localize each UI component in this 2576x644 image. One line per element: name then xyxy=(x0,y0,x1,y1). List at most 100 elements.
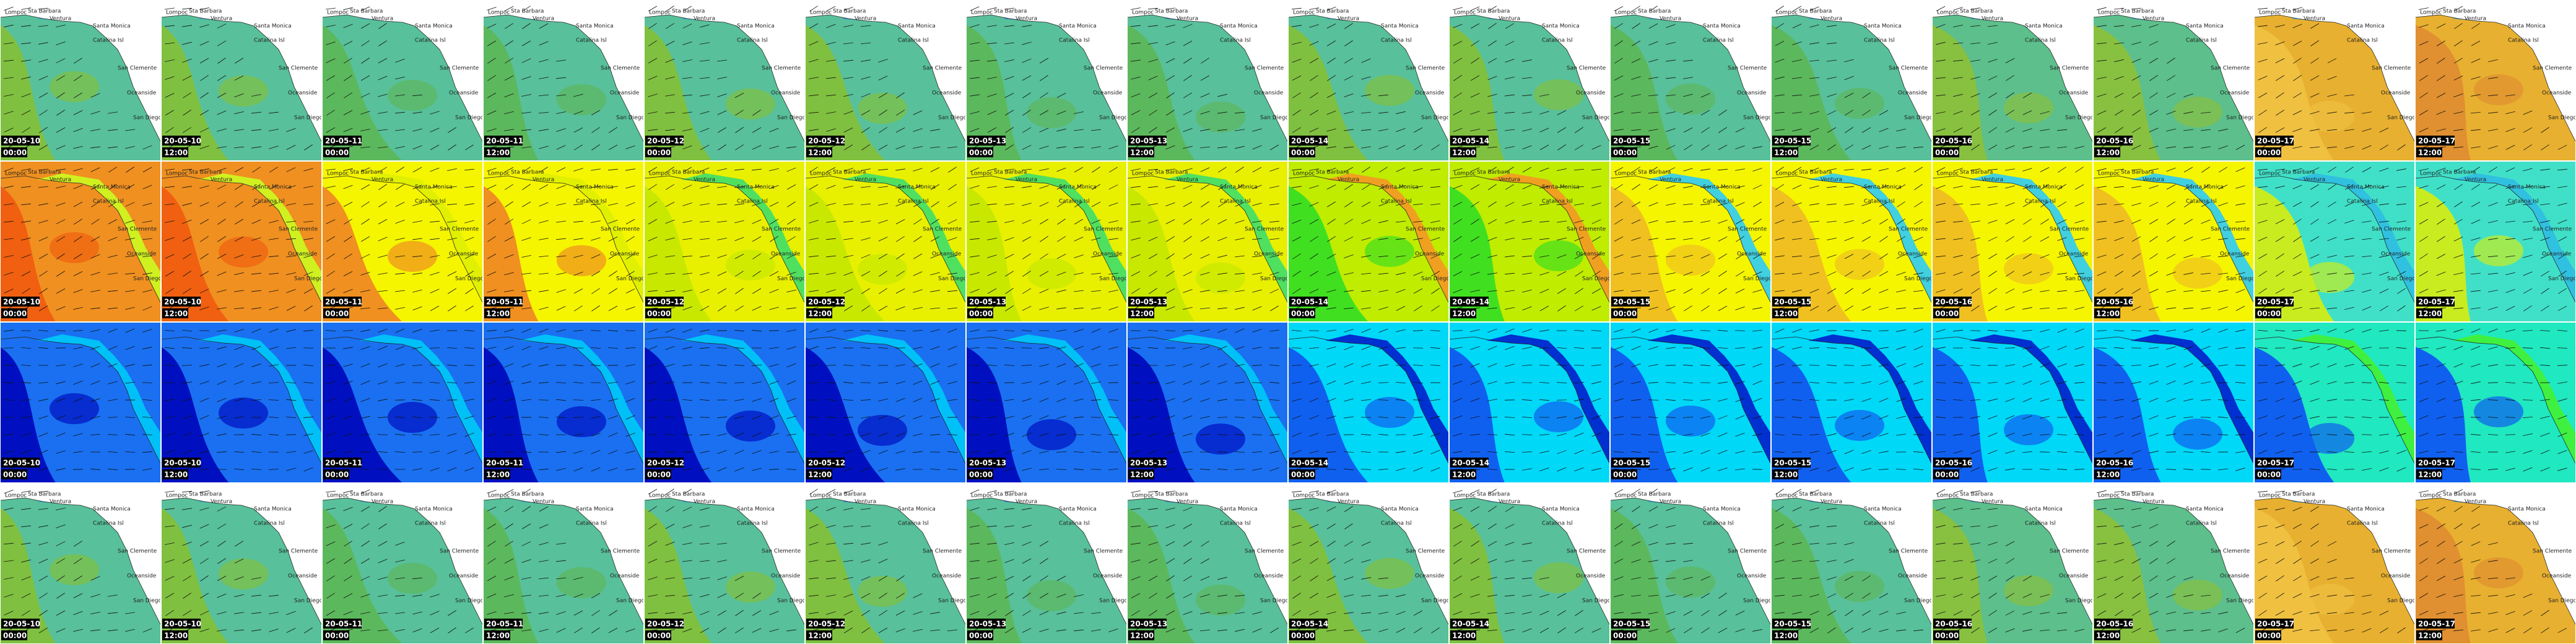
wind-arrow xyxy=(700,94,710,97)
time-box xyxy=(1128,147,1154,157)
wind-arrow xyxy=(1614,346,1624,350)
wind-arrow xyxy=(2419,236,2428,242)
wind-arrow xyxy=(303,238,313,240)
wind-arrow xyxy=(464,450,474,455)
wind-arrow xyxy=(913,185,923,189)
place-label: San Clemente xyxy=(1245,549,1284,555)
wind-arrow xyxy=(2097,288,2107,294)
wind-arrow xyxy=(464,220,474,224)
wind-arrow xyxy=(183,288,191,294)
wind-arrow xyxy=(303,220,313,223)
wind-arrow xyxy=(2074,272,2084,275)
wind-arrow xyxy=(2453,58,2463,64)
wind-arrow xyxy=(446,347,458,349)
wind-arrow xyxy=(1130,399,1141,401)
wind-arrow xyxy=(987,77,997,79)
wind-arrow xyxy=(199,307,209,310)
place-label: San Diego xyxy=(133,598,162,604)
wind-arrow xyxy=(1648,202,1658,207)
wind-arrow xyxy=(1183,398,1193,402)
wind-arrow xyxy=(125,328,135,333)
coastal-band xyxy=(359,173,483,303)
place-label: San Diego xyxy=(294,276,323,282)
wind-arrow xyxy=(1521,416,1533,419)
wind-arrow xyxy=(609,288,617,294)
wind-arrow xyxy=(217,40,227,46)
wind-arrow xyxy=(2292,110,2302,115)
wind-arrow xyxy=(895,202,905,207)
wind-arrow xyxy=(303,288,313,294)
wind-arrow xyxy=(56,41,66,46)
wind-arrow xyxy=(1344,76,1354,80)
wind-arrow xyxy=(648,129,658,131)
wind-arrow xyxy=(735,271,744,277)
panel-border xyxy=(644,0,805,161)
wind-arrow xyxy=(2488,59,2498,63)
wind-arrow xyxy=(682,185,692,189)
wind-arrow xyxy=(38,76,48,80)
wind-arrow xyxy=(1004,347,1015,349)
wind-arrow xyxy=(1591,381,1601,385)
place-label: Lompoc xyxy=(1293,10,1315,16)
wind-arrow xyxy=(539,77,549,79)
wind-arrow xyxy=(987,203,997,206)
wind-arrow xyxy=(1539,167,1549,172)
wind-arrow xyxy=(1809,42,1819,45)
wind-arrow xyxy=(234,329,244,333)
wind-arrow xyxy=(1557,288,1566,294)
wind-arrow xyxy=(1775,76,1785,80)
wind-arrow xyxy=(395,94,405,97)
coastal-band xyxy=(1647,334,1771,464)
wind-arrow xyxy=(1505,184,1515,190)
wind-arrow xyxy=(2131,127,2141,133)
wind-arrow xyxy=(217,146,227,149)
wind-arrow xyxy=(2419,41,2429,46)
place-label: Santa Monica xyxy=(1220,507,1258,513)
wind-arrow xyxy=(1718,202,1728,206)
wind-arrow xyxy=(2057,307,2067,310)
date-label: 20-05-14 xyxy=(1291,620,1328,629)
wind-arrow xyxy=(38,168,48,171)
time-label: 12:00 xyxy=(164,632,188,640)
wind-arrow xyxy=(809,328,819,333)
wind-arrow xyxy=(234,254,244,259)
wind-arrow xyxy=(987,220,997,223)
wind-arrow xyxy=(199,398,209,402)
wind-arrow xyxy=(734,467,744,472)
wind-arrow xyxy=(1165,450,1175,454)
wind-arrow xyxy=(1251,451,1263,453)
wind-arrow xyxy=(395,129,405,131)
wind-arrow xyxy=(625,364,635,367)
wind-arrow xyxy=(1309,398,1319,402)
field-region xyxy=(2093,25,2161,161)
time-label: 00:00 xyxy=(969,632,993,640)
wind-arrow xyxy=(1074,398,1084,402)
wind-arrow xyxy=(1936,220,1946,223)
place-label: Ventura xyxy=(1821,16,1842,22)
wind-arrow xyxy=(1131,110,1141,116)
wind-arrow xyxy=(1004,271,1014,277)
wind-arrow xyxy=(1292,168,1302,171)
wind-arrow xyxy=(648,111,658,114)
wind-arrow xyxy=(2362,220,2372,223)
wind-arrow xyxy=(786,398,796,402)
place-label: Oceanside xyxy=(932,90,962,97)
wind-arrow xyxy=(2396,203,2406,206)
place-label: San Clemente xyxy=(601,549,640,555)
place-label: Lompoc xyxy=(1615,171,1637,177)
wind-arrow xyxy=(913,415,923,420)
wind-arrow xyxy=(826,329,836,333)
wind-arrow xyxy=(1056,416,1066,419)
wind-arrow xyxy=(2258,127,2267,133)
wind-arrow xyxy=(2132,92,2141,98)
wind-arrow xyxy=(1592,271,1601,277)
wind-arrow xyxy=(1827,450,1837,455)
wind-arrow xyxy=(2436,289,2446,293)
panel-border xyxy=(1610,322,1771,483)
wind-arrow xyxy=(108,399,118,401)
wind-arrow xyxy=(1844,220,1854,224)
